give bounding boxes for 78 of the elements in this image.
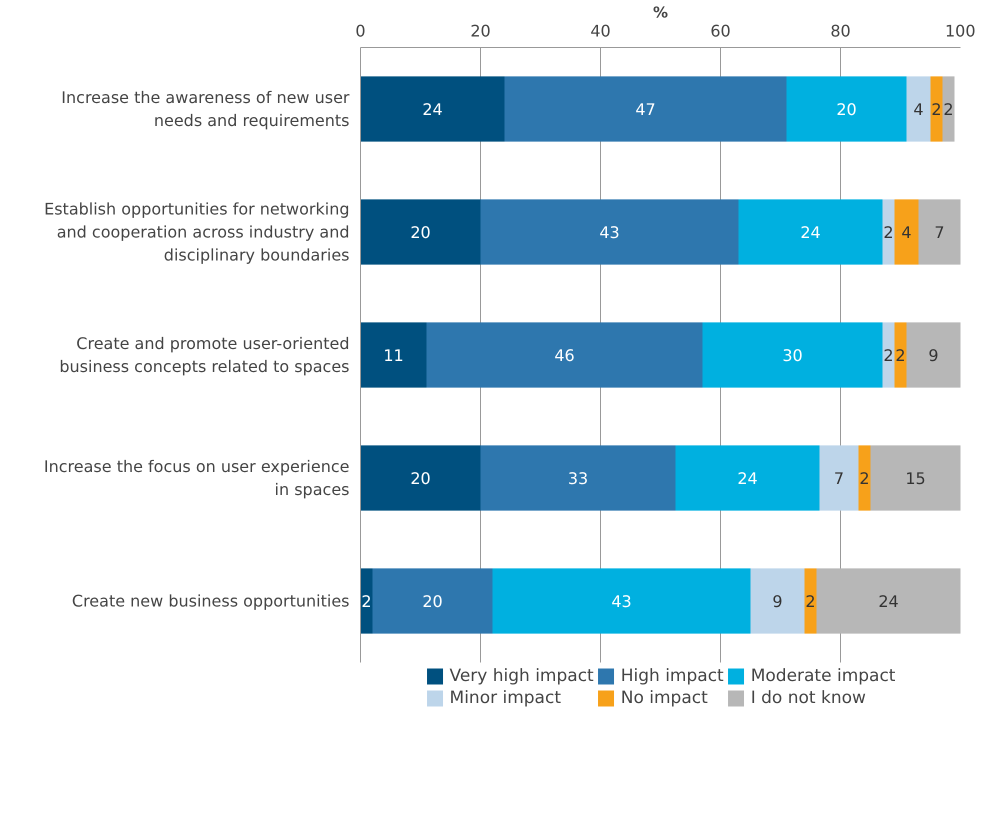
bar bbox=[882, 199, 894, 265]
bar bbox=[906, 322, 960, 388]
data-label: 2 bbox=[883, 346, 894, 365]
y-tick-label: Establish opportunities for networking and cooperation across industry and disciplinary boundaries bbox=[44, 200, 350, 264]
data-label: 2 bbox=[931, 100, 942, 119]
bar bbox=[870, 445, 960, 511]
bar bbox=[804, 568, 816, 634]
bar bbox=[942, 76, 954, 142]
data-label: 4 bbox=[913, 100, 924, 119]
data-label: 47 bbox=[635, 100, 656, 119]
y-tick-label: Increase the awareness of new user needs and requirements bbox=[61, 88, 350, 130]
bar bbox=[676, 445, 820, 511]
data-label: 2 bbox=[361, 592, 372, 611]
bar bbox=[786, 76, 906, 142]
data-label: 43 bbox=[599, 223, 620, 242]
y-tick-label: Increase the focus on user experience in spaces bbox=[44, 457, 350, 499]
data-label: 7 bbox=[834, 469, 844, 488]
data-label: 2 bbox=[883, 223, 894, 242]
bar bbox=[360, 322, 426, 388]
bar bbox=[360, 199, 480, 265]
bar bbox=[894, 199, 918, 265]
data-label: 30 bbox=[782, 346, 803, 365]
data-label: 24 bbox=[878, 592, 899, 611]
bar bbox=[930, 76, 942, 142]
y-tick-label: Create new business opportunities bbox=[72, 592, 350, 610]
bar bbox=[816, 568, 960, 634]
bar bbox=[918, 199, 960, 265]
data-label: 24 bbox=[737, 469, 758, 488]
y-tick-label: Create and promote user-oriented business concepts related to spaces bbox=[59, 334, 350, 376]
bar bbox=[492, 568, 750, 634]
x-tick-label: 40 bbox=[590, 22, 611, 40]
legend-label: No impact bbox=[620, 688, 708, 708]
data-label: 46 bbox=[554, 346, 575, 365]
x-axis-title: % bbox=[652, 4, 668, 22]
data-label: 20 bbox=[410, 469, 431, 488]
bar bbox=[882, 322, 894, 388]
bar bbox=[858, 445, 870, 511]
x-tick-label: 0 bbox=[355, 22, 366, 40]
data-label: 43 bbox=[611, 592, 632, 611]
bar bbox=[894, 322, 906, 388]
data-label: 2 bbox=[805, 592, 816, 611]
bar bbox=[360, 445, 480, 511]
bar bbox=[480, 445, 676, 511]
bar bbox=[738, 199, 882, 265]
x-tick-label: 20 bbox=[470, 22, 491, 40]
legend-label: Minor impact bbox=[450, 688, 561, 708]
data-label: 15 bbox=[905, 469, 926, 488]
data-label: 11 bbox=[383, 346, 404, 365]
bar bbox=[504, 76, 786, 142]
data-label: 9 bbox=[772, 592, 783, 611]
x-tick-label: 60 bbox=[710, 22, 731, 40]
x-tick-label: 80 bbox=[830, 22, 851, 40]
bar bbox=[372, 568, 492, 634]
data-label: 2 bbox=[895, 346, 906, 365]
data-label: 33 bbox=[568, 469, 588, 488]
data-label: 4 bbox=[901, 223, 912, 242]
data-label: 24 bbox=[422, 100, 443, 119]
data-label: 24 bbox=[800, 223, 821, 242]
bar bbox=[820, 445, 858, 511]
bar bbox=[480, 199, 738, 265]
legend-label: I do not know bbox=[750, 688, 866, 708]
data-label: 20 bbox=[422, 592, 443, 611]
data-label: 2 bbox=[943, 100, 954, 119]
data-label: 20 bbox=[410, 223, 431, 242]
bar bbox=[702, 322, 882, 388]
data-label: 9 bbox=[928, 346, 939, 365]
bar bbox=[426, 322, 702, 388]
x-tick-label: 100 bbox=[944, 22, 976, 40]
legend-label: High impact bbox=[620, 666, 724, 686]
data-label: 2 bbox=[859, 469, 870, 488]
legend-label: Moderate impact bbox=[750, 666, 896, 686]
legend-label: Very high impact bbox=[450, 666, 594, 686]
data-label: 20 bbox=[836, 100, 857, 119]
data-label: 7 bbox=[934, 223, 945, 242]
bar bbox=[906, 76, 930, 142]
bar bbox=[360, 76, 504, 142]
bar bbox=[360, 568, 372, 634]
bar bbox=[750, 568, 804, 634]
